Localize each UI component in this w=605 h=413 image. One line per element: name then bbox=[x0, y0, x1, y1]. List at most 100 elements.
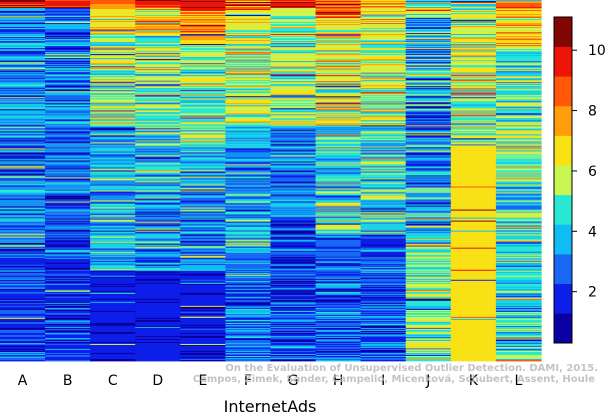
heatmap-cell bbox=[315, 323, 362, 326]
heatmap-cell bbox=[315, 179, 362, 181]
heatmap-cell bbox=[270, 146, 317, 148]
heatmap-cell bbox=[225, 222, 272, 225]
heatmap-cell bbox=[450, 47, 497, 49]
heatmap-cell bbox=[180, 153, 227, 155]
heatmap-cell bbox=[135, 115, 181, 117]
heatmap-cell bbox=[270, 63, 317, 65]
heatmap-cell bbox=[450, 348, 497, 351]
heatmap-cell bbox=[495, 284, 542, 287]
heatmap-cell bbox=[225, 293, 272, 296]
heatmap-cell bbox=[45, 293, 91, 296]
heatmap-cell bbox=[90, 209, 136, 211]
heatmap-cell bbox=[450, 73, 497, 75]
heatmap-cell bbox=[90, 65, 136, 67]
heatmap-cell bbox=[0, 45, 46, 47]
heatmap-cell bbox=[135, 148, 181, 150]
heatmap-cell bbox=[270, 34, 317, 36]
heatmap-cell bbox=[405, 306, 452, 309]
heatmap-cell bbox=[495, 163, 542, 165]
heatmap-cell bbox=[450, 177, 497, 179]
heatmap-cell bbox=[495, 155, 542, 157]
heatmap-cell bbox=[360, 91, 407, 93]
heatmap-cell bbox=[495, 316, 542, 319]
heatmap-cell bbox=[450, 161, 497, 163]
heatmap-cell bbox=[45, 283, 91, 286]
heatmap-cell bbox=[360, 70, 407, 72]
heatmap-cell bbox=[495, 148, 542, 150]
heatmap-cell bbox=[180, 344, 227, 347]
heatmap-cell bbox=[0, 306, 46, 309]
heatmap-cell bbox=[225, 113, 272, 115]
heatmap-cell bbox=[0, 80, 46, 82]
heatmap-cell bbox=[315, 309, 362, 312]
heatmap-cell bbox=[450, 7, 497, 9]
heatmap-cell bbox=[450, 338, 497, 341]
heatmap-cell bbox=[450, 37, 497, 39]
heatmap-cell bbox=[180, 282, 227, 285]
heatmap-cell bbox=[360, 48, 407, 50]
heatmap-cell bbox=[45, 178, 91, 180]
heatmap-cell bbox=[450, 275, 497, 278]
heatmap-cell bbox=[225, 58, 272, 60]
heatmap-cell bbox=[45, 49, 91, 51]
heatmap-cell bbox=[45, 264, 91, 267]
heatmap-cell bbox=[495, 302, 542, 305]
heatmap-cell bbox=[450, 287, 497, 290]
heatmap-cell bbox=[360, 28, 407, 30]
heatmap-cell bbox=[270, 311, 317, 314]
heatmap-cell bbox=[495, 126, 542, 128]
heatmap-cell bbox=[90, 200, 136, 202]
heatmap-cell bbox=[180, 96, 227, 98]
heatmap-cell bbox=[270, 295, 317, 298]
heatmap-cell bbox=[225, 267, 272, 270]
heatmap-cell bbox=[270, 105, 317, 107]
heatmap-cell bbox=[90, 4, 136, 6]
heatmap-cell bbox=[495, 329, 542, 332]
colorbar-tick-label: 4 bbox=[588, 224, 597, 240]
heatmap-cell bbox=[360, 22, 407, 24]
heatmap-cell bbox=[405, 263, 452, 266]
heatmap-cell bbox=[45, 74, 91, 76]
heatmap-cell bbox=[225, 300, 272, 303]
heatmap-cell bbox=[0, 105, 46, 107]
heatmap-cell bbox=[360, 31, 407, 33]
heatmap-cell bbox=[90, 252, 136, 255]
heatmap-cell bbox=[405, 203, 452, 205]
heatmap-cell bbox=[45, 126, 91, 128]
heatmap-cell bbox=[450, 305, 497, 308]
heatmap-cell bbox=[405, 333, 452, 336]
heatmap-cell bbox=[0, 242, 46, 245]
heatmap-cell bbox=[90, 156, 136, 158]
heatmap-cell bbox=[90, 345, 136, 348]
heatmap-cell bbox=[90, 280, 136, 283]
heatmap-cell bbox=[45, 209, 91, 211]
heatmap-cell bbox=[90, 175, 136, 177]
heatmap-cell bbox=[45, 303, 91, 306]
heatmap-cell bbox=[360, 23, 407, 25]
heatmap-cell bbox=[315, 211, 362, 213]
heatmap-cell bbox=[405, 85, 452, 87]
heatmap-cell bbox=[45, 220, 91, 223]
heatmap-cell bbox=[225, 203, 272, 205]
heatmap-cell bbox=[315, 123, 362, 125]
heatmap-cell bbox=[0, 215, 46, 217]
heatmap-cell bbox=[405, 151, 452, 153]
heatmap-cell bbox=[180, 166, 227, 168]
heatmap-cell bbox=[225, 285, 272, 288]
heatmap-cell bbox=[315, 169, 362, 171]
heatmap-cell bbox=[180, 69, 227, 71]
heatmap-cell bbox=[135, 23, 181, 25]
heatmap-cell bbox=[360, 332, 407, 335]
heatmap-cell bbox=[0, 273, 46, 276]
heatmap-cell bbox=[90, 260, 136, 263]
heatmap-cell bbox=[45, 323, 91, 326]
heatmap-cell bbox=[495, 255, 542, 258]
heatmap-cell bbox=[0, 287, 46, 290]
heatmap-cell bbox=[315, 58, 362, 60]
heatmap-cell bbox=[135, 353, 181, 356]
heatmap-cell bbox=[0, 204, 46, 206]
heatmap-column-C bbox=[90, 0, 136, 362]
heatmap-cell bbox=[180, 89, 227, 91]
heatmap-cell bbox=[405, 78, 452, 80]
